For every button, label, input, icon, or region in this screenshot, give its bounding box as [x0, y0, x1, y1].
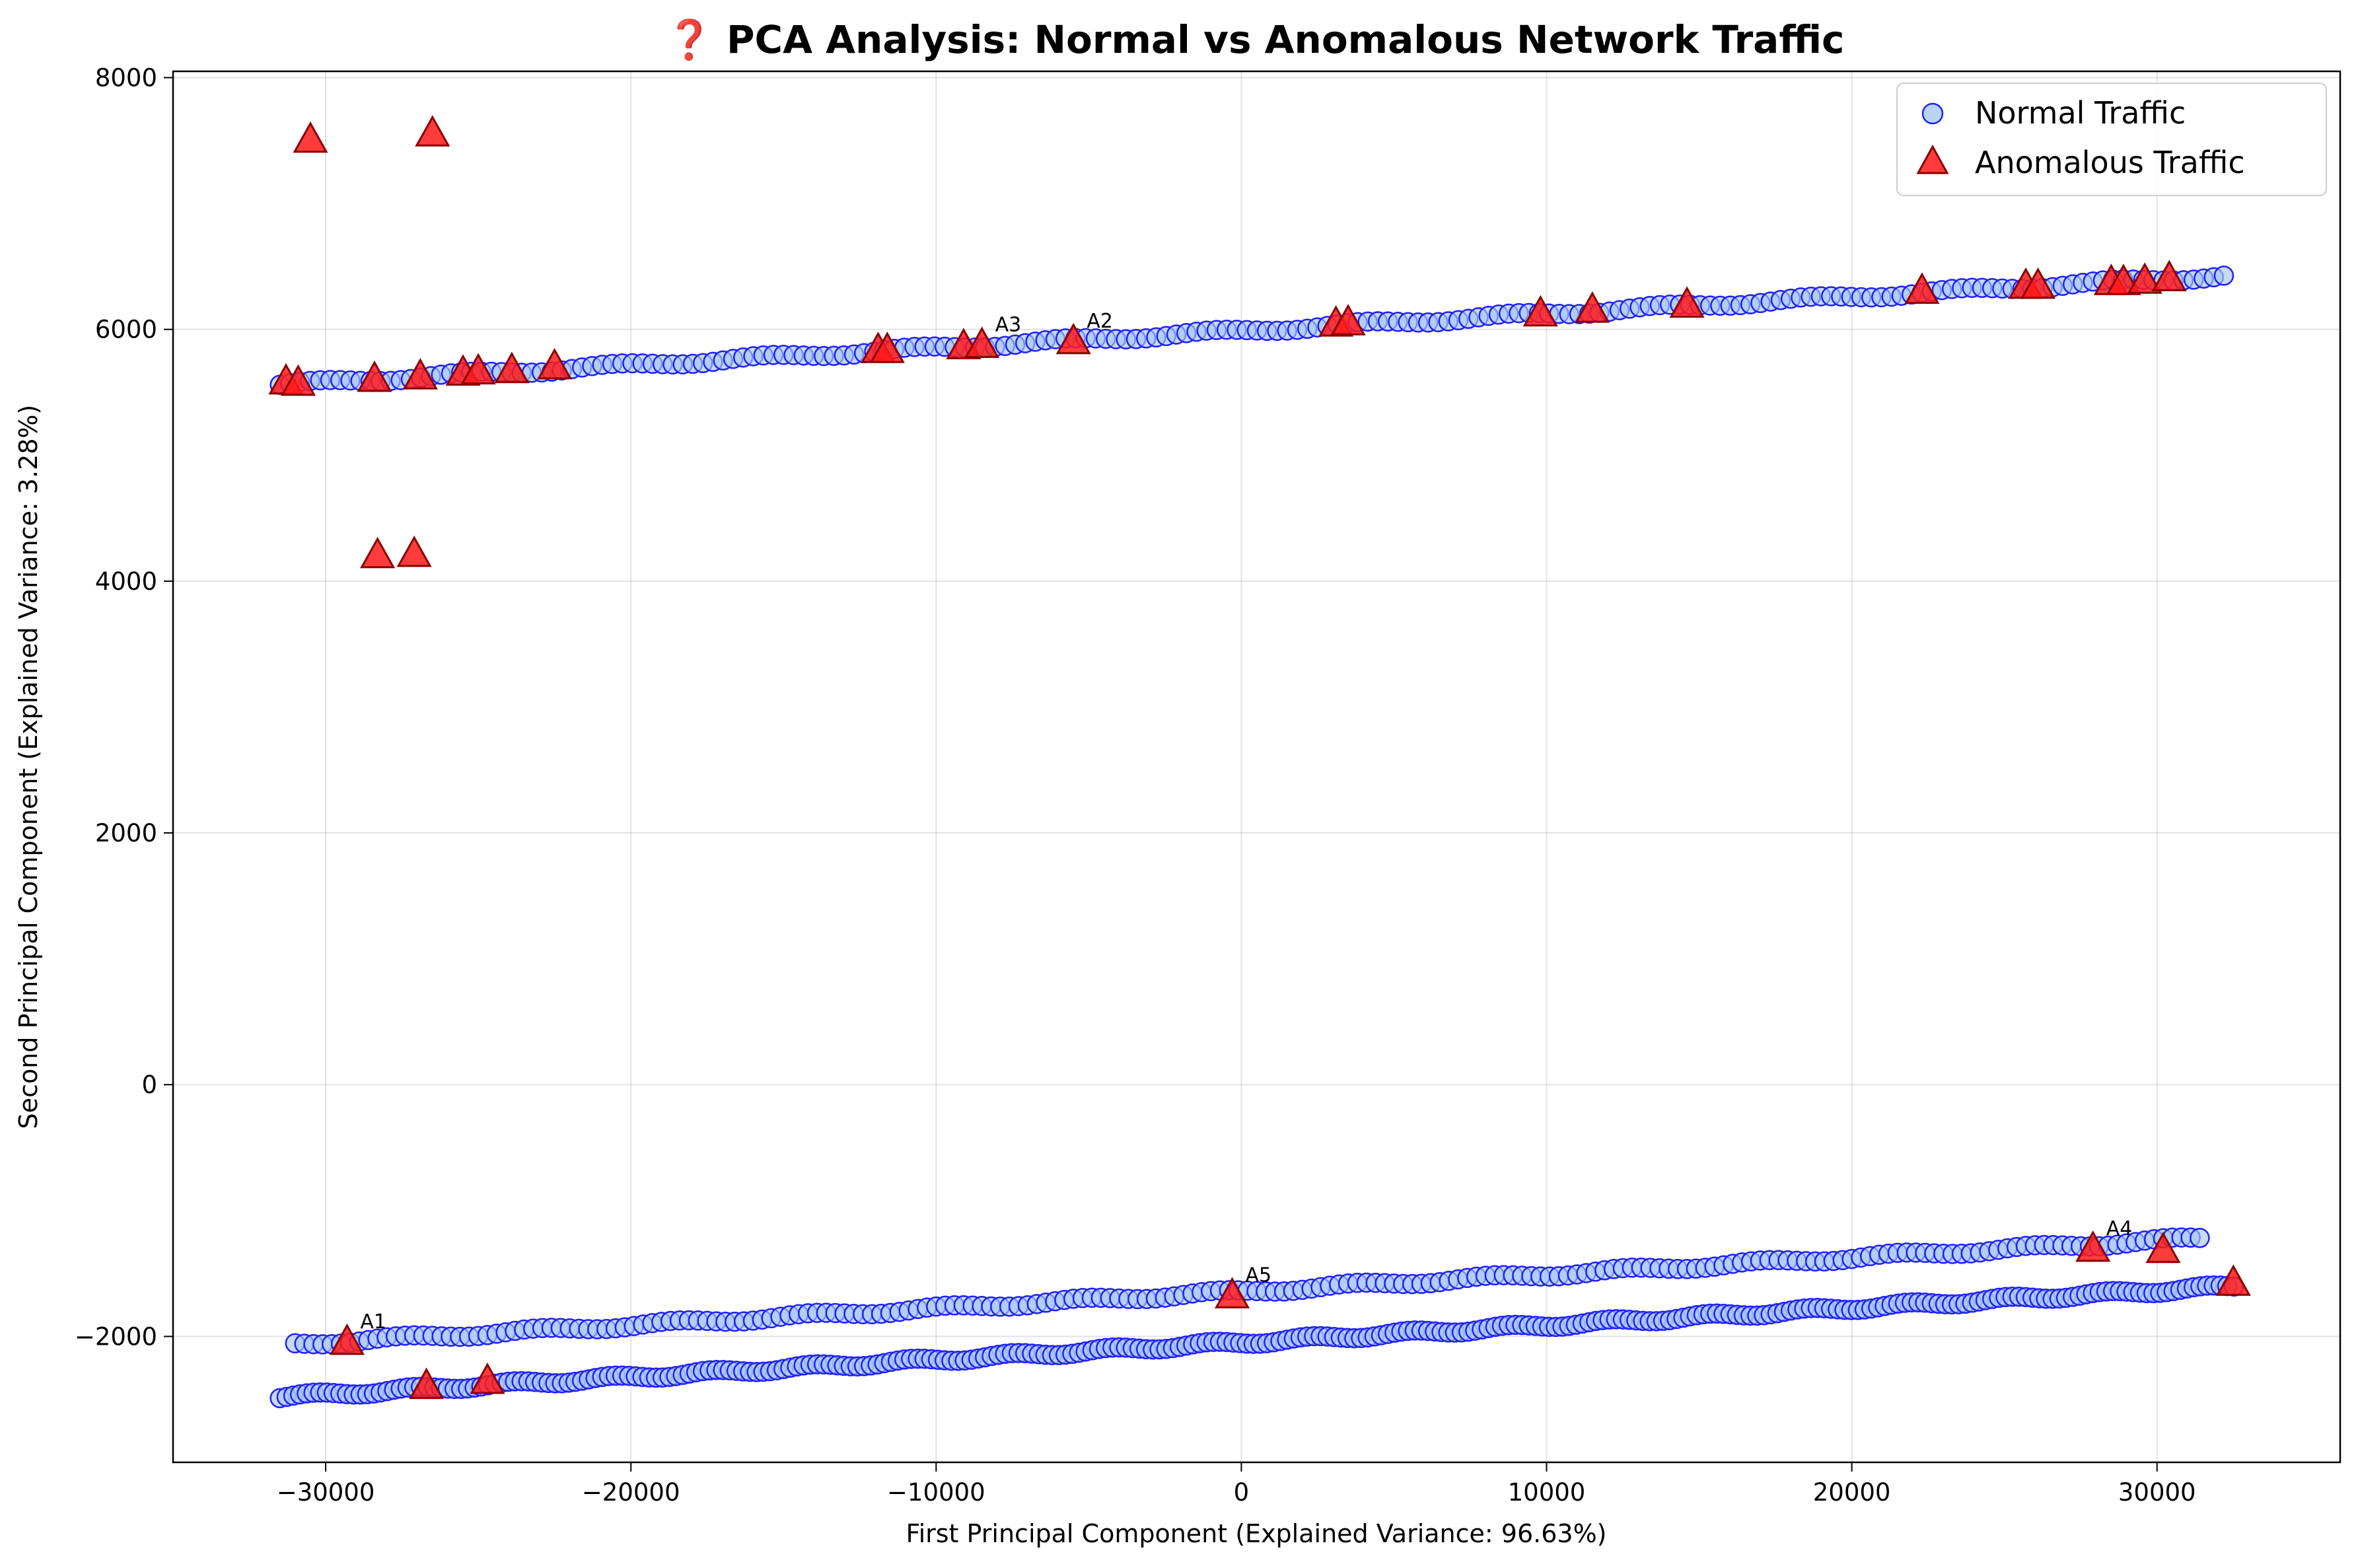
normal-traffic-point — [2213, 266, 2234, 286]
anomalous-traffic-point — [1575, 291, 1610, 323]
anomalous-traffic-point — [537, 347, 573, 380]
anomalous-traffic-point — [280, 364, 316, 396]
anomalous-traffic-point — [1904, 272, 1940, 304]
normal-traffic-point — [2190, 1228, 2210, 1248]
anomalous-traffic-point — [1055, 322, 1091, 355]
chart-title: ❓ PCA Analysis: Normal vs Anomalous Netw… — [666, 17, 1845, 62]
anomalous-traffic-point — [494, 351, 530, 384]
anomalous-traffic-point — [2215, 1264, 2251, 1296]
normal-traffic-series — [269, 266, 2244, 1409]
anomalous-traffic-point — [1330, 304, 1366, 336]
legend-normal-marker — [1921, 102, 1944, 125]
x-axis-ticks: −30000 −20000 −10000 0 10000 20000 30000 — [277, 1462, 2196, 1507]
anomalous-traffic-point — [293, 121, 328, 153]
anomalous-traffic-point — [396, 535, 432, 567]
y-tick-label: 2000 — [95, 819, 157, 847]
annotations: A1 A2 A3 A4 A5 — [360, 310, 2132, 1334]
anomalous-traffic-point — [329, 1323, 365, 1355]
x-tick-label: 20000 — [1813, 1478, 1891, 1507]
legend-normal-label: Normal Traffic — [1975, 95, 2186, 131]
anomalous-traffic-point — [470, 1362, 505, 1394]
anomalous-traffic-point — [2145, 1231, 2181, 1264]
x-tick-label: 10000 — [1508, 1478, 1586, 1507]
anomalous-traffic-point — [2151, 260, 2187, 291]
anomalous-traffic-point — [964, 326, 1000, 358]
x-axis-label: First Principal Component (Explained Var… — [906, 1519, 1606, 1548]
legend-anomaly-label: Anomalous Traffic — [1975, 145, 2245, 180]
x-tick-label: −10000 — [887, 1478, 985, 1507]
anomalous-traffic-point — [2127, 262, 2162, 294]
anomalous-traffic-point — [360, 536, 396, 569]
legend-anomaly-marker — [1916, 144, 1949, 174]
x-tick-label: −20000 — [582, 1478, 680, 1507]
x-tick-label: 0 — [1234, 1478, 1250, 1507]
y-tick-label: 4000 — [95, 567, 157, 596]
annotation-label: A1 — [360, 1310, 386, 1334]
y-axis-ticks: −2000 0 2000 4000 6000 8000 — [75, 64, 173, 1351]
annotation-label: A4 — [2106, 1217, 2133, 1240]
anomalous-traffic-point — [1522, 295, 1558, 327]
x-tick-label: −30000 — [277, 1478, 375, 1507]
anomalous-traffic-point — [2020, 267, 2056, 299]
annotation-label: A2 — [1087, 310, 1113, 333]
y-tick-label: 6000 — [95, 316, 157, 344]
anomalous-traffic-point — [2075, 1230, 2111, 1262]
anomalous-traffic-point — [460, 353, 496, 384]
legend-box — [1896, 83, 2327, 196]
x-tick-label: 30000 — [2118, 1478, 2196, 1507]
anomalous-traffic-point — [415, 115, 450, 147]
y-tick-label: 0 — [141, 1071, 157, 1099]
anomalous-traffic-point — [1214, 1277, 1250, 1308]
legend: Normal Traffic Anomalous Traffic — [1896, 83, 2327, 196]
annotation-label: A5 — [1246, 1264, 1272, 1287]
anomalous-traffic-point — [409, 1367, 445, 1400]
annotation-label: A3 — [995, 314, 1022, 337]
anomalous-traffic-point — [1669, 286, 1705, 318]
y-axis-label: Second Principal Component (Explained Va… — [14, 405, 43, 1129]
plot-area-frame — [172, 70, 2341, 1464]
y-tick-label: −2000 — [75, 1322, 157, 1351]
anomalous-traffic-series — [268, 115, 2251, 1400]
anomalous-traffic-point — [357, 360, 392, 392]
y-tick-label: 8000 — [95, 64, 157, 92]
anomalous-traffic-point — [402, 358, 438, 390]
anomalous-traffic-point — [869, 332, 905, 363]
